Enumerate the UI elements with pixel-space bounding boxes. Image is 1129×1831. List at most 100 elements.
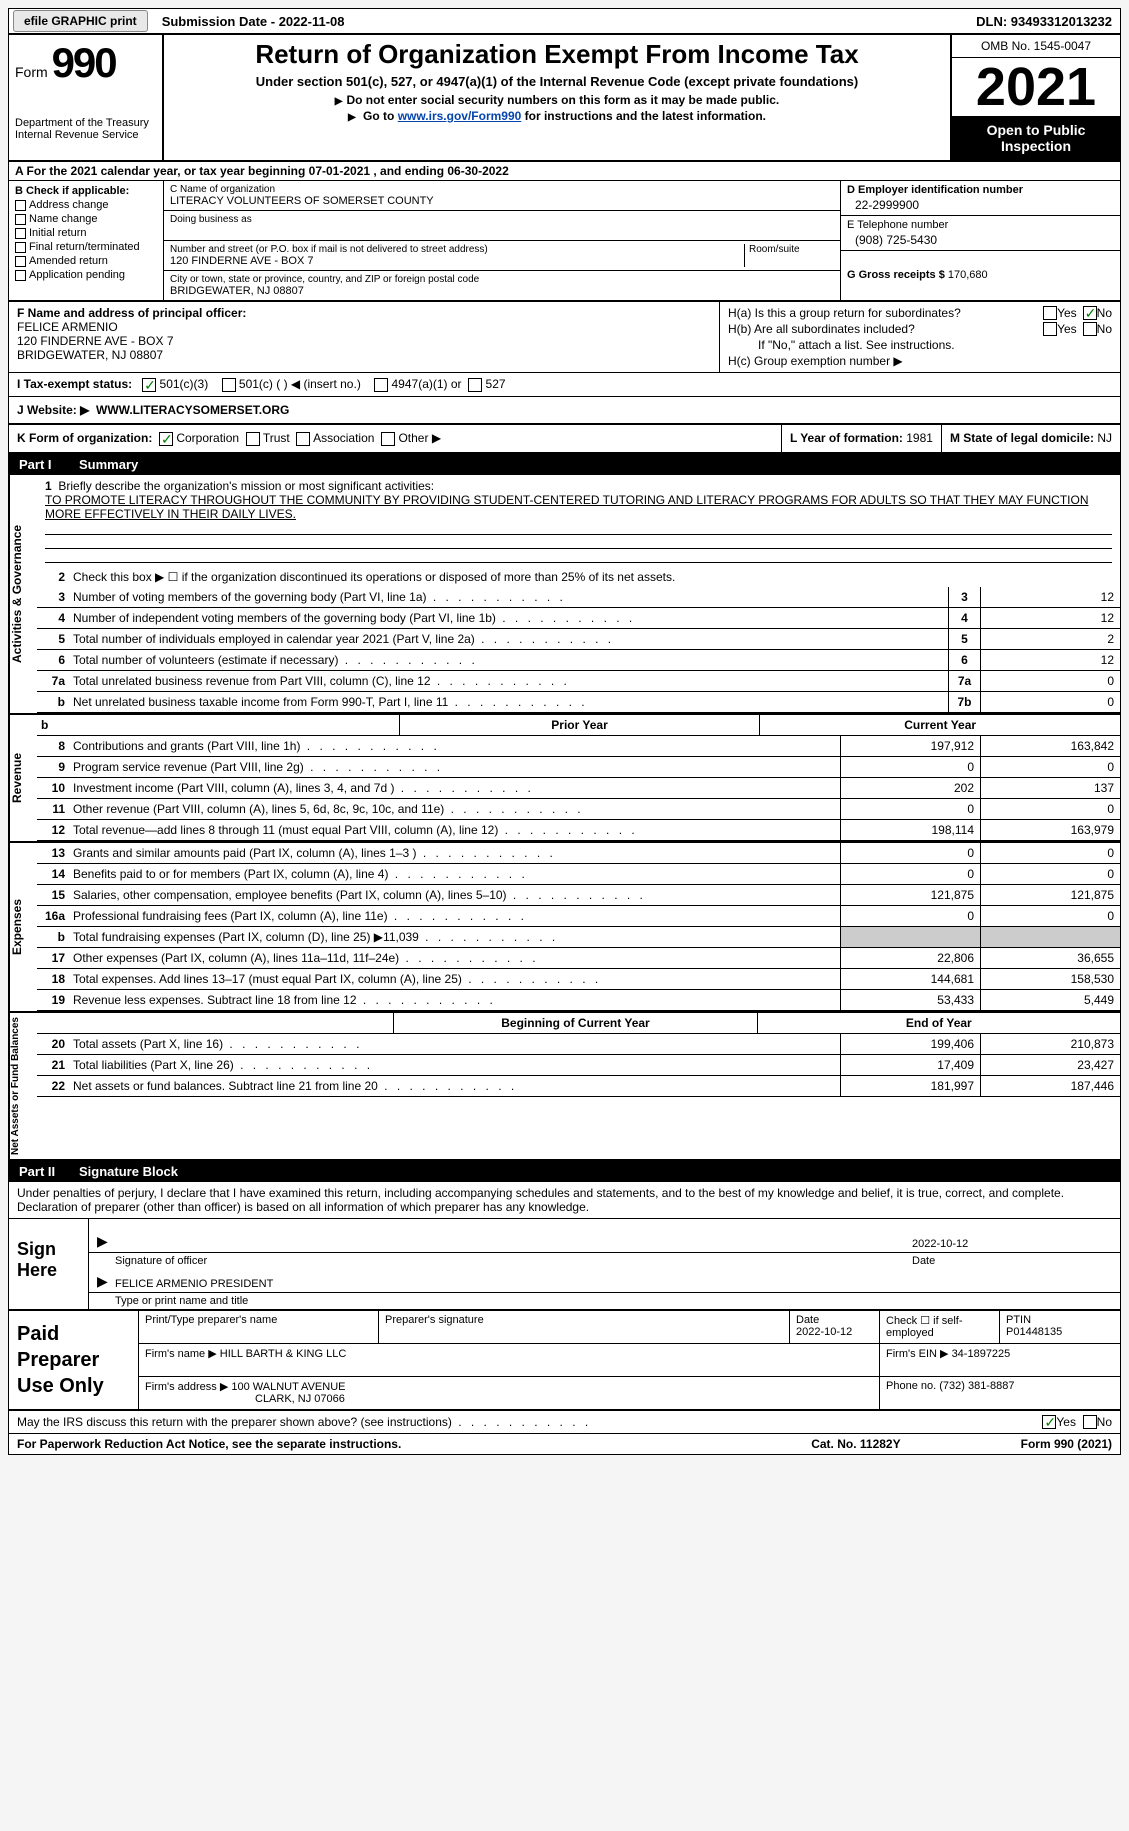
firm-addr2: CLARK, NJ 07066: [145, 1393, 873, 1405]
activities-section: Activities & Governance 1 Briefly descri…: [9, 475, 1120, 715]
dln-number: DLN: 93493312013232: [976, 14, 1120, 29]
summary-line: 18Total expenses. Add lines 13–17 (must …: [37, 969, 1120, 990]
dba-label: Doing business as: [170, 214, 834, 225]
cb-association[interactable]: [296, 432, 310, 446]
form-number: 990: [52, 39, 116, 86]
addr-label: Number and street (or P.O. box if mail i…: [170, 244, 744, 255]
netassets-section: Net Assets or Fund Balances Beginning of…: [9, 1013, 1120, 1161]
signer-name-label: Type or print name and title: [115, 1295, 248, 1307]
cb-application-pending[interactable]: [15, 270, 26, 281]
preparer-grid: Paid Preparer Use Only Print/Type prepar…: [9, 1311, 1120, 1411]
hb-yes[interactable]: [1043, 322, 1057, 336]
main-title: Return of Organization Exempt From Incom…: [174, 39, 940, 70]
gross-label: G Gross receipts $: [847, 269, 945, 281]
ha-no[interactable]: [1083, 306, 1097, 320]
hc-label: H(c) Group exemption number ▶: [728, 354, 1112, 368]
officer-addr1: 120 FINDERNE AVE - BOX 7: [17, 334, 711, 348]
summary-line: 13Grants and similar amounts paid (Part …: [37, 843, 1120, 864]
cb-other[interactable]: [381, 432, 395, 446]
prep-date-label: Date: [796, 1314, 873, 1326]
expenses-label: Expenses: [9, 843, 37, 1011]
l-label: L Year of formation:: [790, 431, 903, 445]
summary-line: 20Total assets (Part X, line 16)199,4062…: [37, 1034, 1120, 1055]
title-center: Return of Organization Exempt From Incom…: [164, 35, 950, 160]
summary-line: 10Investment income (Part VIII, column (…: [37, 778, 1120, 799]
sub-title: Under section 501(c), 527, or 4947(a)(1)…: [174, 74, 940, 89]
cb-501c3[interactable]: [142, 378, 156, 392]
website-label: J Website: ▶: [17, 403, 89, 417]
hb-note: If "No," attach a list. See instructions…: [728, 338, 1112, 352]
summary-line: 2Check this box ▶ ☐ if the organization …: [37, 567, 1120, 587]
mission-block: 1 Briefly describe the organization's mi…: [37, 475, 1120, 567]
discuss-text: May the IRS discuss this return with the…: [17, 1415, 591, 1429]
prep-name-label: Print/Type preparer's name: [139, 1311, 379, 1343]
firm-phone: (732) 381-8887: [939, 1380, 1014, 1392]
summary-line: 17Other expenses (Part IX, column (A), l…: [37, 948, 1120, 969]
org-name: LITERACY VOLUNTEERS OF SOMERSET COUNTY: [170, 195, 834, 207]
sign-here-label: Sign Here: [9, 1219, 89, 1309]
website-value: WWW.LITERACYSOMERSET.ORG: [96, 403, 289, 417]
preparer-label: Paid Preparer Use Only: [9, 1311, 139, 1409]
firm-name: HILL BARTH & KING LLC: [220, 1348, 347, 1360]
col-b-header: B Check if applicable:: [15, 185, 157, 197]
summary-line: 22Net assets or fund balances. Subtract …: [37, 1076, 1120, 1097]
penalty-text: Under penalties of perjury, I declare th…: [9, 1182, 1120, 1219]
efile-print-button[interactable]: efile GRAPHIC print: [13, 10, 148, 32]
prep-date-value: 2022-10-12: [796, 1326, 873, 1338]
tax-year: 2021: [952, 58, 1120, 116]
sig-officer-label: Signature of officer: [115, 1255, 912, 1267]
cb-address-change[interactable]: [15, 200, 26, 211]
header-bar: efile GRAPHIC print Submission Date - 20…: [9, 9, 1120, 35]
right-column: OMB No. 1545-0047 2021 Open to Public In…: [950, 35, 1120, 160]
ein-value: 22-2999900: [847, 196, 1114, 212]
signer-name: FELICE ARMENIO PRESIDENT: [115, 1278, 273, 1290]
summary-line: 8Contributions and grants (Part VIII, li…: [37, 736, 1120, 757]
row-a-calendar-year: A For the 2021 calendar year, or tax yea…: [9, 162, 1120, 181]
form-word: Form: [15, 64, 48, 80]
header-grid-bcd: B Check if applicable: Address change Na…: [9, 181, 1120, 302]
activities-label: Activities & Governance: [9, 475, 37, 713]
revenue-label: Revenue: [9, 715, 37, 841]
officer-name: FELICE ARMENIO: [17, 320, 711, 334]
cb-trust[interactable]: [246, 432, 260, 446]
form-990-container: efile GRAPHIC print Submission Date - 20…: [8, 8, 1121, 1455]
cb-initial-return[interactable]: [15, 228, 26, 239]
firm-phone-label: Phone no.: [886, 1380, 936, 1392]
footer-left: For Paperwork Reduction Act Notice, see …: [17, 1437, 401, 1451]
expenses-section: Expenses 13Grants and similar amounts pa…: [9, 843, 1120, 1013]
ha-yes[interactable]: [1043, 306, 1057, 320]
arrow-icon: ▶: [97, 1273, 115, 1290]
ptin-value: P01448135: [1006, 1326, 1114, 1338]
irs-link[interactable]: www.irs.gov/Form990: [398, 109, 522, 123]
omb-number: OMB No. 1545-0047: [952, 35, 1120, 58]
summary-line: 4Number of independent voting members of…: [37, 608, 1120, 629]
summary-line: bNet unrelated business taxable income f…: [37, 692, 1120, 713]
cb-501c[interactable]: [222, 378, 236, 392]
officer-label: F Name and address of principal officer:: [17, 306, 711, 320]
firm-ein-label: Firm's EIN ▶: [886, 1348, 949, 1360]
ha-label: H(a) Is this a group return for subordin…: [728, 306, 1043, 320]
date-label: Date: [912, 1255, 1112, 1267]
k-label: K Form of organization:: [17, 431, 152, 445]
cb-amended[interactable]: [15, 256, 26, 267]
discuss-no[interactable]: [1083, 1415, 1097, 1429]
cb-name-change[interactable]: [15, 214, 26, 225]
discuss-yes[interactable]: [1042, 1415, 1056, 1429]
city-label: City or town, state or province, country…: [170, 274, 834, 285]
firm-name-label: Firm's name ▶: [145, 1348, 217, 1360]
ptin-label: PTIN: [1006, 1314, 1114, 1326]
open-public-badge: Open to Public Inspection: [952, 116, 1120, 160]
summary-line: 6Total number of volunteers (estimate if…: [37, 650, 1120, 671]
end-year-header: End of Year: [757, 1013, 1120, 1033]
cb-4947[interactable]: [374, 378, 388, 392]
m-label: M State of legal domicile:: [950, 431, 1094, 445]
revenue-section: Revenue b Prior Year Current Year 8Contr…: [9, 715, 1120, 843]
cb-corporation[interactable]: [159, 432, 173, 446]
cb-527[interactable]: [468, 378, 482, 392]
officer-addr2: BRIDGEWATER, NJ 08807: [17, 348, 711, 362]
summary-line: 16aProfessional fundraising fees (Part I…: [37, 906, 1120, 927]
dept-treasury: Department of the Treasury: [15, 117, 156, 129]
cb-final-return[interactable]: [15, 242, 26, 253]
summary-line: 15Salaries, other compensation, employee…: [37, 885, 1120, 906]
hb-no[interactable]: [1083, 322, 1097, 336]
